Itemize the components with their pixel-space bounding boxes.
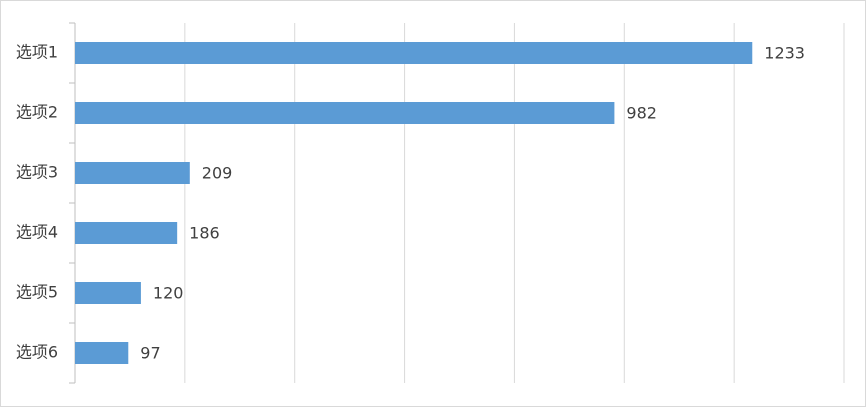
data-label: 1233: [764, 44, 805, 63]
data-label: 209: [202, 164, 233, 183]
data-label: 982: [626, 104, 657, 123]
y-tick-label: 选项3: [16, 163, 58, 182]
bar: [75, 42, 753, 64]
y-tick-label: 选项5: [16, 283, 58, 302]
bar: [75, 282, 141, 304]
y-tick-label: 选项2: [16, 103, 58, 122]
bar: [75, 102, 615, 124]
data-label: 186: [189, 224, 220, 243]
y-tick-label: 选项6: [16, 343, 58, 362]
y-tick-label: 选项4: [16, 223, 58, 242]
y-tick-label: 选项1: [16, 43, 58, 62]
data-label: 97: [140, 344, 160, 363]
bar: [75, 162, 190, 184]
data-label: 120: [153, 284, 184, 303]
bar: [75, 222, 178, 244]
bar: [75, 342, 129, 364]
